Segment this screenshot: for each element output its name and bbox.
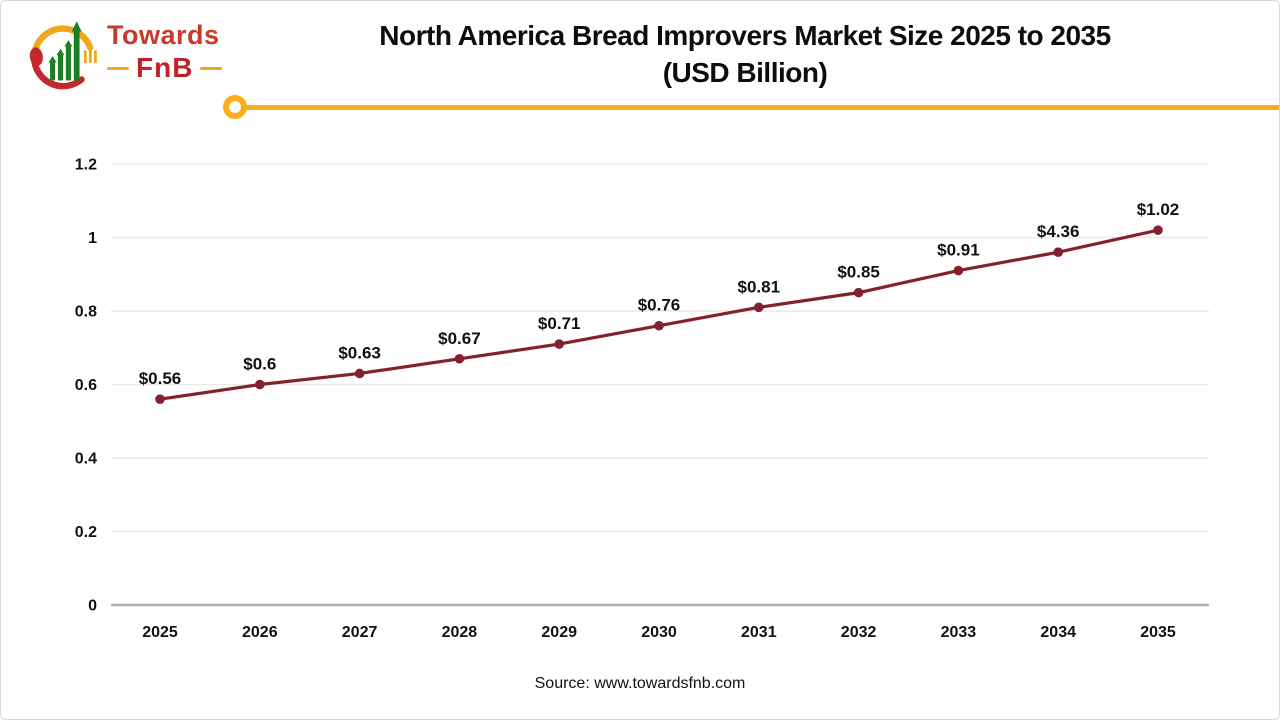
data-point [953, 265, 964, 276]
data-point [554, 339, 564, 349]
x-tick-label: 2027 [342, 624, 378, 641]
growth-bars-icon [48, 21, 82, 81]
y-tick-label: 1 [88, 230, 97, 247]
data-point [354, 368, 365, 379]
data-point-label: $0.76 [638, 296, 681, 315]
x-tick-label: 2030 [641, 624, 677, 641]
data-point [853, 287, 864, 298]
fork-icon [83, 44, 97, 64]
brand-dash-right-icon [200, 66, 223, 70]
x-tick-label: 2025 [142, 624, 178, 641]
data-point [654, 320, 664, 331]
x-tick-label: 2029 [541, 624, 577, 641]
data-point-label: $4.36 [1037, 222, 1080, 241]
data-point-label: $0.67 [438, 329, 481, 348]
x-tick-label: 2028 [442, 624, 478, 641]
logo-text: Towards FnB [107, 20, 223, 83]
data-point [254, 379, 265, 390]
data-point [1053, 247, 1063, 257]
logo-arc-yellow-icon [32, 25, 94, 51]
data-point [454, 353, 465, 364]
data-point-label: $0.81 [738, 277, 781, 296]
data-point-label: $1.02 [1137, 200, 1180, 219]
data-point-label: $0.91 [937, 241, 980, 260]
y-tick-label: 0.4 [75, 451, 97, 468]
divider-ring-icon [223, 95, 247, 119]
data-point-label: $0.71 [538, 314, 581, 333]
data-point-label: $0.85 [837, 263, 880, 282]
y-tick-label: 1.2 [75, 157, 97, 174]
y-tick-label: 0 [88, 598, 97, 615]
brand-name-towards: Towards [107, 20, 220, 50]
x-tick-label: 2031 [741, 624, 777, 641]
logo-arc-red-icon [31, 59, 85, 90]
x-tick-label: 2033 [941, 624, 977, 641]
chart-title-line2: (USD Billion) [662, 57, 828, 88]
y-tick-label: 0.2 [75, 524, 97, 541]
chart-title: North America Bread Improvers Market Siz… [211, 17, 1279, 91]
x-tick-label: 2026 [242, 624, 278, 641]
brand-dash-left-icon [107, 66, 129, 70]
x-tick-label: 2034 [1040, 624, 1076, 641]
data-point [155, 394, 165, 405]
brand-name-fnb: FnB [136, 52, 194, 83]
data-point-label: $0.56 [139, 369, 182, 388]
spoon-icon [29, 47, 43, 66]
source-text: Source: www.towardsfnb.com [534, 675, 746, 692]
x-tick-label: 2035 [1140, 624, 1176, 641]
x-tick-label: 2032 [841, 624, 877, 641]
data-point [754, 302, 764, 313]
data-point-label: $0.63 [338, 343, 381, 362]
y-tick-label: 0.8 [75, 304, 97, 321]
accent-divider [246, 105, 1279, 110]
data-point [1153, 225, 1163, 235]
towards-fnb-logo-icon [29, 21, 97, 90]
brand-name-fnb-row: FnB [107, 52, 223, 83]
data-point-label: $0.6 [243, 355, 276, 374]
chart-title-line1: North America Bread Improvers Market Siz… [379, 20, 1111, 51]
towards-fnb-logo: Towards FnB [27, 13, 223, 91]
y-tick-label: 0.6 [75, 377, 97, 394]
